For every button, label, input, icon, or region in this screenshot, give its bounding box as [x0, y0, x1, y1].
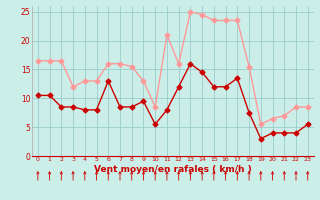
X-axis label: Vent moyen/en rafales ( km/h ): Vent moyen/en rafales ( km/h )	[94, 165, 252, 174]
